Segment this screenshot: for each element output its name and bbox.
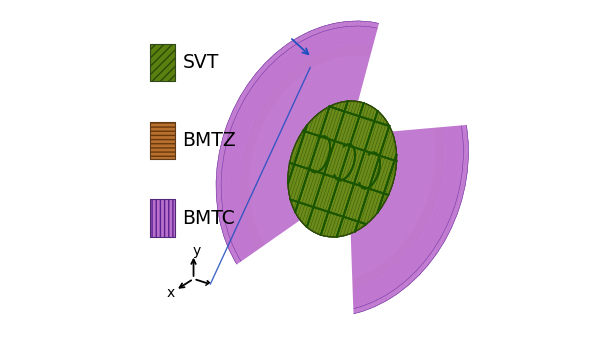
Ellipse shape (278, 90, 406, 248)
Ellipse shape (251, 57, 433, 281)
Ellipse shape (260, 68, 424, 270)
Ellipse shape (260, 68, 424, 270)
Wedge shape (349, 0, 517, 135)
Ellipse shape (216, 21, 469, 317)
Ellipse shape (221, 26, 463, 312)
Text: y: y (193, 244, 201, 258)
Text: SVT: SVT (182, 53, 219, 72)
FancyBboxPatch shape (149, 199, 175, 237)
Ellipse shape (277, 88, 408, 250)
Ellipse shape (288, 101, 397, 237)
FancyBboxPatch shape (149, 122, 175, 159)
Ellipse shape (249, 55, 436, 283)
Ellipse shape (241, 46, 443, 292)
Ellipse shape (286, 99, 398, 239)
Ellipse shape (288, 101, 397, 237)
Ellipse shape (221, 26, 463, 312)
Ellipse shape (269, 79, 415, 259)
Ellipse shape (278, 90, 406, 248)
Ellipse shape (269, 79, 415, 259)
Ellipse shape (249, 55, 436, 283)
Ellipse shape (216, 21, 469, 317)
Ellipse shape (277, 88, 408, 250)
FancyBboxPatch shape (149, 44, 175, 81)
Ellipse shape (231, 36, 453, 302)
Text: z: z (216, 281, 223, 295)
Ellipse shape (288, 101, 397, 237)
Ellipse shape (258, 66, 427, 272)
Ellipse shape (267, 77, 418, 261)
Ellipse shape (241, 46, 443, 292)
Wedge shape (211, 186, 349, 338)
Ellipse shape (251, 57, 433, 281)
Ellipse shape (241, 46, 443, 292)
Wedge shape (205, 186, 355, 338)
Ellipse shape (226, 31, 458, 307)
Ellipse shape (258, 66, 427, 272)
Wedge shape (349, 0, 524, 135)
Text: BMTZ: BMTZ (182, 131, 236, 150)
Ellipse shape (267, 77, 418, 261)
Text: BMTC: BMTC (182, 209, 235, 227)
Text: x: x (167, 286, 175, 300)
Ellipse shape (236, 41, 448, 297)
Ellipse shape (286, 99, 398, 239)
